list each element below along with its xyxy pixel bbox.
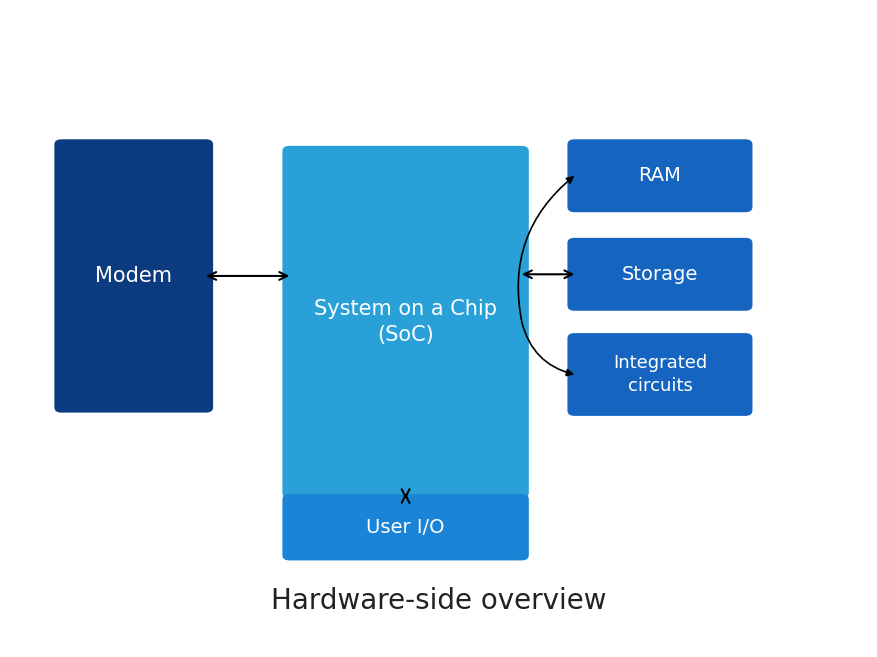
Text: Integrated
circuits: Integrated circuits: [613, 353, 707, 396]
FancyBboxPatch shape: [567, 238, 752, 311]
FancyBboxPatch shape: [567, 333, 752, 416]
FancyArrowPatch shape: [522, 322, 573, 376]
Text: RAM: RAM: [638, 166, 681, 185]
Text: System on a Chip
(SoC): System on a Chip (SoC): [314, 299, 497, 345]
FancyBboxPatch shape: [282, 494, 529, 560]
Text: Hardware-side overview: Hardware-side overview: [271, 587, 606, 615]
FancyArrowPatch shape: [518, 177, 573, 322]
Text: User I/O: User I/O: [367, 518, 445, 537]
Text: Modem: Modem: [96, 266, 172, 286]
Text: Storage: Storage: [622, 265, 698, 284]
FancyBboxPatch shape: [567, 139, 752, 212]
FancyBboxPatch shape: [282, 146, 529, 498]
FancyBboxPatch shape: [54, 139, 213, 413]
